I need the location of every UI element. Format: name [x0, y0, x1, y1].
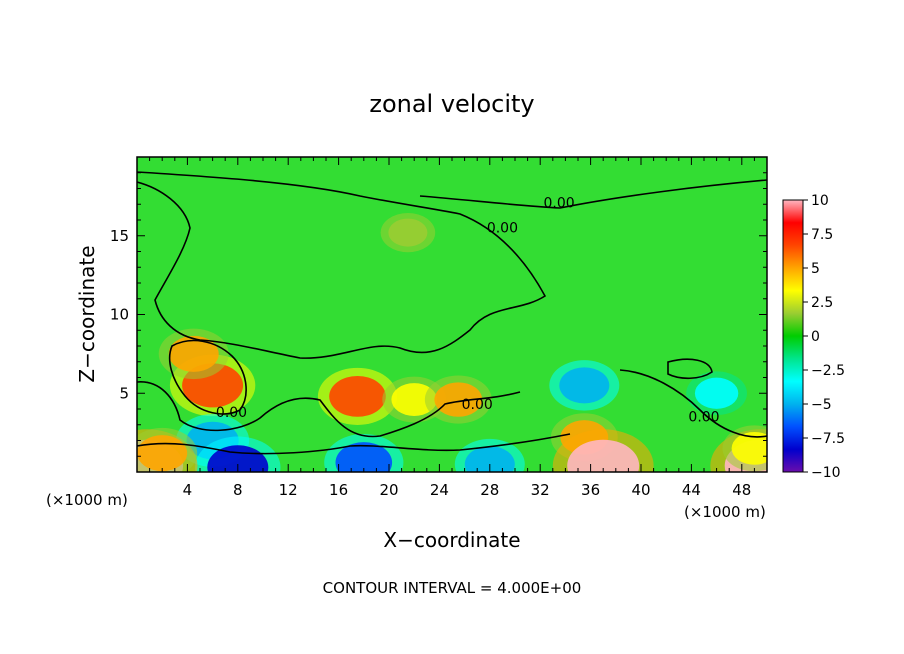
field-feature — [335, 442, 393, 472]
x-tick-label: 28 — [480, 481, 499, 499]
field-feature — [168, 335, 219, 372]
colorbar-tick-label: 5 — [811, 261, 820, 277]
x-units-left: (×1000 m) — [46, 491, 128, 509]
field-feature — [207, 445, 269, 472]
zero-contour-lower — [137, 433, 571, 455]
colorbar-tick-label: 10 — [811, 193, 829, 209]
x-tick-label: 24 — [430, 481, 449, 499]
contour-interval-note: CONTOUR INTERVAL = 4.000E+00 — [323, 579, 582, 597]
colorbar-tick-label: −5 — [811, 397, 832, 413]
field-feature — [464, 446, 515, 472]
colorbar-tick-label: 7.5 — [811, 227, 833, 243]
colorbar-tick-label: 0 — [811, 329, 820, 345]
zero-contour-top — [419, 179, 767, 209]
contour-label: 0.00 — [216, 405, 247, 421]
chart-title: zonal velocity — [369, 90, 534, 118]
y-tick-label: 5 — [119, 384, 129, 402]
colorbar: 10 7.5 5 2.5 0 −2.5 −5 −7.5 −10 — [782, 193, 845, 481]
colorbar-ticks: 10 7.5 5 2.5 0 −2.5 −5 −7.5 −10 — [803, 193, 845, 481]
colorbar-tick-label: −2.5 — [811, 363, 845, 379]
field-feature — [329, 376, 386, 417]
zero-contour-east — [619, 369, 767, 438]
plot-area: 0.000.000.00 0.000.00 4 8 12 16 20 24 28 32 36 40 4… — [110, 156, 768, 499]
x-units-right: (×1000 m) — [684, 503, 766, 521]
x-tick-label: 36 — [581, 481, 600, 499]
x-tick-label: 4 — [183, 481, 193, 499]
field-feature — [559, 367, 610, 404]
zero-contour-upper — [137, 171, 547, 359]
zero-contour-mid — [137, 381, 521, 438]
y-tick-label: 15 — [110, 227, 129, 245]
x-tick-label: 16 — [329, 481, 348, 499]
colorbar-fill — [783, 200, 803, 472]
x-tick-label: 48 — [732, 481, 751, 499]
colorbar-tick-label: −10 — [811, 465, 841, 481]
zero-contours — [137, 171, 767, 455]
field-feature — [391, 383, 438, 416]
x-axis-label: X−coordinate — [383, 528, 520, 552]
y-axis-label: Z−coordinate — [75, 245, 99, 382]
field-feature — [731, 431, 767, 465]
zero-contour-east-loop — [667, 358, 713, 380]
contour-label: 0.00 — [487, 221, 518, 237]
field-feature — [388, 218, 428, 247]
y-axis: 5 10 15 — [110, 172, 767, 457]
contour-label: 0.00 — [544, 195, 575, 211]
field-feature — [694, 377, 739, 409]
field-feature — [434, 382, 483, 417]
x-tick-label: 40 — [631, 481, 650, 499]
colorbar-tick-label: 2.5 — [811, 295, 833, 311]
contour-labels: 0.00 0.00 0.00 0.00 0.00 — [216, 195, 720, 425]
x-axis: 4 8 12 16 20 24 28 32 36 40 44 48 — [149, 157, 755, 499]
x-tick-label: 12 — [279, 481, 298, 499]
x-tick-label: 44 — [682, 481, 701, 499]
contour-label: 0.00 — [462, 397, 493, 413]
y-tick-label: 10 — [110, 306, 129, 324]
contour-label: 0.00 — [688, 410, 719, 426]
zero-contour-warm-core — [168, 339, 247, 415]
x-tick-label: 8 — [233, 481, 243, 499]
x-tick-label: 20 — [379, 481, 398, 499]
field-feature — [137, 435, 188, 472]
field-feature — [567, 439, 640, 472]
x-tick-label: 32 — [531, 481, 550, 499]
colorbar-tick-label: −7.5 — [811, 431, 845, 447]
